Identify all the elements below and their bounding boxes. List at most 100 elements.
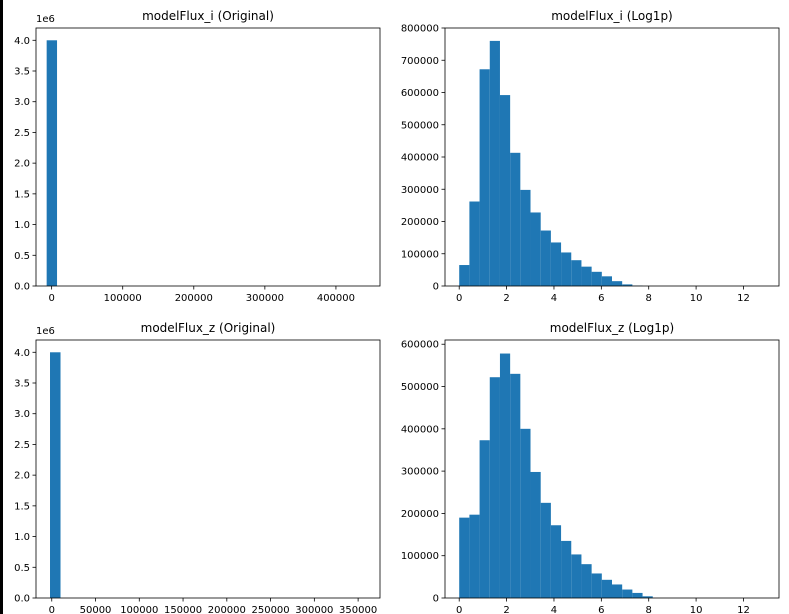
- x-tick-label: 200000: [208, 605, 246, 614]
- x-tick-label: 2: [503, 605, 509, 614]
- y-tick-label: 100000: [401, 249, 439, 260]
- histogram-bar: [489, 377, 500, 598]
- histogram-bar: [479, 69, 490, 286]
- x-tick-label: 250000: [251, 605, 289, 614]
- x-tick-label: 4: [551, 605, 557, 614]
- y-tick-label: 500000: [401, 120, 439, 131]
- histogram-bar: [571, 554, 582, 598]
- histogram-bar: [499, 95, 511, 286]
- bars: [459, 40, 643, 287]
- axes-frame: [35, 27, 381, 287]
- histogram-bar: [550, 525, 562, 598]
- histogram-bar: [571, 260, 582, 286]
- y-tick-label: 1.0: [14, 220, 30, 231]
- x-tick-label: 8: [646, 293, 652, 304]
- chart-panel-4: 0 2 4 6 8 10 12 0 100000 200000 300000 400000 500000…: [401, 321, 780, 614]
- y-tick-label: 0.5: [14, 563, 30, 574]
- histogram-bar: [642, 596, 653, 598]
- x-tick-label: 10: [690, 293, 703, 304]
- x-tick-label: 350000: [339, 605, 377, 614]
- y-tick-label: 100000: [401, 551, 439, 562]
- x-tick-label: 400000: [317, 293, 355, 304]
- histogram-bar: [510, 373, 521, 598]
- x-tick-label: 12: [737, 293, 750, 304]
- histogram-bar: [50, 352, 61, 598]
- chart-panel-2: 0 2 4 6 8 10 12 0 100000 200000 300000 400000 500000…: [401, 9, 780, 304]
- histogram-bar: [591, 271, 602, 286]
- chart-panel-1: 0 100000 200000 300000 400000 0.0 0.5 1.0 1.5 2.0…: [14, 9, 381, 304]
- y-tick-label: 600000: [401, 340, 439, 351]
- histogram-bar: [601, 579, 612, 598]
- x-tick-label: 0: [456, 293, 462, 304]
- histogram-bar: [601, 276, 612, 286]
- histogram-bar: [540, 502, 551, 598]
- y-tick-label: 500000: [401, 382, 439, 393]
- x-tick-label: 12: [737, 605, 750, 614]
- y-tick-label: 3.5: [14, 379, 30, 390]
- x-tick-label: 0: [49, 605, 55, 614]
- y-tick-label: 0.0: [14, 594, 30, 605]
- histogram-bar: [459, 517, 470, 598]
- histogram-bar: [612, 281, 623, 286]
- y-tick-label: 400000: [401, 153, 439, 164]
- bars: [459, 353, 653, 598]
- histogram-bar: [469, 201, 480, 286]
- chart-title: modelFlux_z (Log1p): [550, 321, 674, 335]
- histogram-bar: [591, 573, 602, 598]
- y-tick-label: 1.5: [14, 501, 30, 512]
- x-tick-label: 0: [48, 293, 54, 304]
- y-tick-label: 200000: [401, 509, 439, 520]
- x-tick-label: 2: [503, 293, 509, 304]
- x-tick-label: 8: [646, 605, 652, 614]
- axes-frame: [35, 339, 381, 599]
- y-tick-label: 4.0: [14, 36, 30, 47]
- histogram-bar: [489, 40, 500, 287]
- y-tick-label: 3.5: [14, 67, 30, 78]
- x-tick-label: 300000: [295, 605, 333, 614]
- y-tick-label: 600000: [401, 88, 439, 99]
- histogram-bar: [530, 212, 541, 286]
- y-tick-label: 200000: [401, 217, 439, 228]
- x-tick-label: 6: [598, 605, 604, 614]
- histogram-bar: [530, 471, 541, 598]
- y-tick-label: 700000: [401, 56, 439, 67]
- x-tick-label: 6: [598, 293, 604, 304]
- histogram-bar: [622, 589, 633, 598]
- y-tick-label: 2.0: [14, 159, 30, 170]
- histogram-bar: [469, 514, 480, 598]
- y-tick-label: 400000: [401, 424, 439, 435]
- histogram-bar: [581, 564, 592, 598]
- y-axis-offset-label: 1e6: [36, 326, 55, 337]
- x-tick-label: 50000: [80, 605, 112, 614]
- y-tick-label: 0.5: [14, 251, 30, 262]
- x-tick-label: 4: [551, 293, 557, 304]
- bars: [46, 40, 58, 287]
- histogram-bar: [581, 266, 592, 286]
- y-tick-label: 0: [433, 594, 439, 605]
- histogram-bar: [612, 584, 623, 598]
- chart-title: modelFlux_i (Log1p): [551, 9, 673, 23]
- axes-frame: [444, 339, 780, 599]
- y-tick-label: 800000: [401, 24, 439, 35]
- x-tick-label: 10: [690, 605, 703, 614]
- x-tick-label: 150000: [164, 605, 202, 614]
- y-tick-label: 4.0: [14, 348, 30, 359]
- histogram-bar: [550, 242, 562, 286]
- histogram-bar: [510, 152, 521, 286]
- y-tick-label: 0: [433, 282, 439, 293]
- bars: [50, 352, 61, 598]
- y-tick-label: 2.5: [14, 440, 30, 451]
- histogram-bar: [46, 40, 58, 287]
- y-tick-label: 2.0: [14, 471, 30, 482]
- histogram-bar: [479, 440, 490, 598]
- x-tick-label: 100000: [120, 605, 158, 614]
- y-axis-offset-label: 1e6: [36, 14, 55, 25]
- histogram-bar: [540, 230, 551, 286]
- y-tick-label: 1.0: [14, 532, 30, 543]
- histogram-bar: [520, 189, 531, 286]
- x-tick-label: 100000: [104, 293, 142, 304]
- chart-panel-3: 0 50000 100000 150000 200000 250000 300000 3500…: [14, 321, 381, 614]
- histogram-bar: [499, 353, 511, 598]
- x-tick-label: 0: [456, 605, 462, 614]
- y-tick-label: 1.5: [14, 189, 30, 200]
